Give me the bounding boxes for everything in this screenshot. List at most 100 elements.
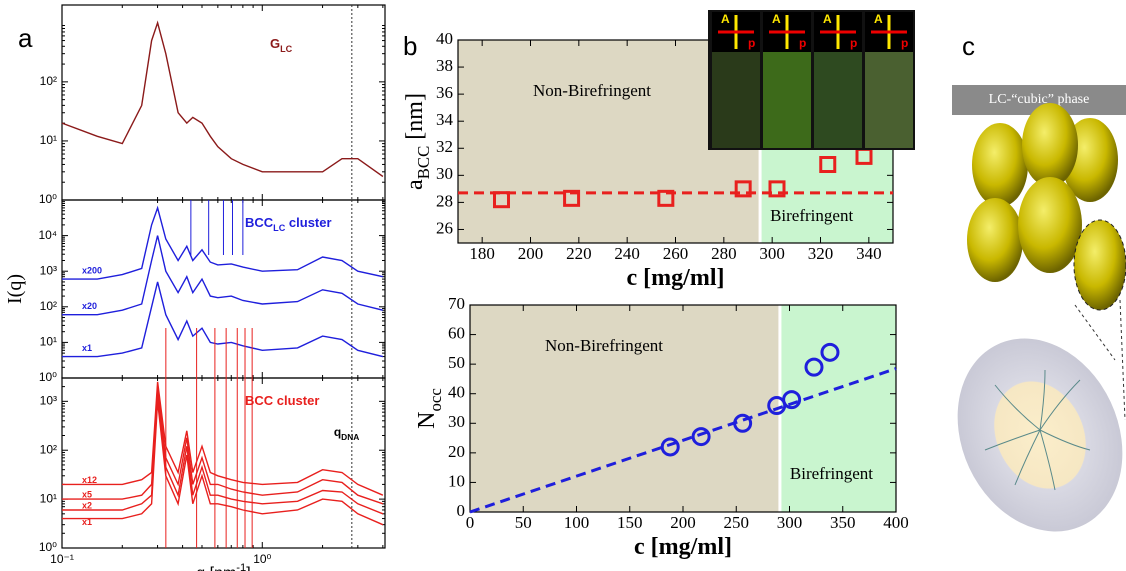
y-axis-label: Nocc [414, 388, 446, 429]
y-tick-label: 10² [40, 442, 57, 456]
y-tick-label: 50 [448, 353, 465, 372]
annotation: BCC cluster [245, 393, 319, 408]
annotation: BCCLC cluster [245, 215, 332, 233]
y-tick-label: 10¹ [40, 133, 57, 147]
panel-label: c [962, 31, 975, 61]
micelle [957, 338, 1123, 532]
panel-label: a [18, 23, 33, 53]
marker [733, 413, 753, 433]
annotation: GLC [270, 36, 293, 54]
y-tick-label: 10¹ [40, 335, 57, 349]
text-part: DNA [341, 432, 359, 442]
series-label: x2 [82, 500, 92, 510]
curve [62, 381, 384, 496]
marker [563, 189, 581, 207]
y-tick-label: 10² [40, 74, 57, 88]
x-axis-label: q [nm-1] [196, 562, 250, 571]
y-tick-label: 34 [436, 110, 454, 129]
curve [62, 386, 384, 505]
inset-label: A [874, 12, 883, 26]
text-part: c [mg/ml] [627, 265, 725, 291]
y-tick-label: 10¹ [40, 491, 57, 505]
x-tick-label: 350 [830, 513, 856, 532]
x-tick-label: 220 [566, 244, 592, 263]
text-part: q [nm [196, 565, 236, 571]
x-tick-label: 320 [808, 244, 834, 263]
region-label: Birefringent [770, 206, 853, 225]
x-tick-label: 0 [466, 513, 475, 532]
region-label: Non-Birefringent [545, 336, 663, 355]
series-label: x20 [82, 301, 97, 311]
text-part: a [402, 179, 428, 190]
y-tick-label: 28 [436, 191, 453, 210]
y-tick-label: 10⁰ [39, 370, 57, 384]
ellipsoid [1018, 177, 1082, 273]
series-label: x12 [82, 475, 97, 485]
region-label: Birefringent [790, 464, 873, 483]
region [470, 305, 780, 512]
curve [62, 235, 384, 316]
x-axis-label: c [mg/ml] [627, 265, 725, 291]
panel-label: b [403, 31, 417, 61]
marker [782, 390, 802, 410]
y-tick-label: 10² [40, 299, 57, 313]
micelle-chains [984, 369, 1091, 491]
text-part: LC [280, 44, 293, 54]
text-part: LC [273, 223, 286, 233]
y-tick-label: 32 [436, 137, 453, 156]
y-tick-label: 38 [436, 56, 453, 75]
x-tick-label: 250 [724, 513, 750, 532]
y-tick-label: 40 [436, 29, 453, 48]
region-label: Non-Birefringent [533, 81, 651, 100]
x-tick-label: 150 [617, 513, 643, 532]
series-label: x200 [82, 265, 102, 275]
text-part: G [270, 36, 280, 51]
marker [734, 180, 752, 198]
text-part: BCC cluster [245, 393, 319, 408]
y-tick-label: 0 [457, 501, 466, 520]
x-tick-label: 50 [515, 513, 532, 532]
x-tick-label: 400 [883, 513, 909, 532]
x-tick-label: 200 [670, 513, 696, 532]
ellipsoid [1022, 103, 1078, 187]
y-tick-label: 36 [436, 83, 453, 102]
y-tick-label: 10⁴ [38, 228, 57, 242]
curve [62, 401, 384, 526]
inset-label: A [721, 12, 730, 26]
y-tick-label: 70 [448, 294, 465, 313]
x-tick-label: 340 [856, 244, 882, 263]
marker [768, 180, 786, 198]
text-part: I(q) [4, 274, 26, 304]
inset-label: A [772, 12, 781, 26]
fit-line [469, 367, 897, 514]
series-label: x1 [82, 343, 92, 353]
marker [657, 189, 675, 207]
x-axis-label: c [mg/ml] [634, 534, 732, 560]
y-tick-label: 60 [448, 323, 465, 342]
plot-frame [61, 377, 386, 549]
series-label: x5 [82, 489, 92, 499]
y-tick-label: 10⁰ [39, 540, 57, 554]
y-axis-label: aBCC [nm] [402, 93, 434, 190]
marker [691, 427, 711, 447]
x-tick-label: 260 [663, 244, 689, 263]
text-part: BCC [414, 146, 433, 180]
y-tick-label: 10³ [40, 263, 57, 277]
curve [62, 281, 384, 358]
marker [804, 357, 824, 377]
inset-label: p [850, 36, 857, 50]
y-tick-label: 10 [448, 471, 465, 490]
ellipsoid [1073, 219, 1126, 311]
x-tick-label: 200 [518, 244, 544, 263]
text-part: BCC [245, 215, 274, 230]
text-part: -1 [236, 562, 246, 571]
y-tick-label: 30 [448, 412, 465, 431]
reference-label: qDNA [334, 425, 360, 442]
diagram: LC-“cubic” phase [952, 85, 1126, 532]
series-label: x1 [82, 517, 92, 527]
text-part: occ [426, 388, 445, 411]
phase-label: LC-“cubic” phase [989, 92, 1090, 107]
x-tick-label: 100 [564, 513, 590, 532]
y-tick-label: 20 [448, 442, 465, 461]
